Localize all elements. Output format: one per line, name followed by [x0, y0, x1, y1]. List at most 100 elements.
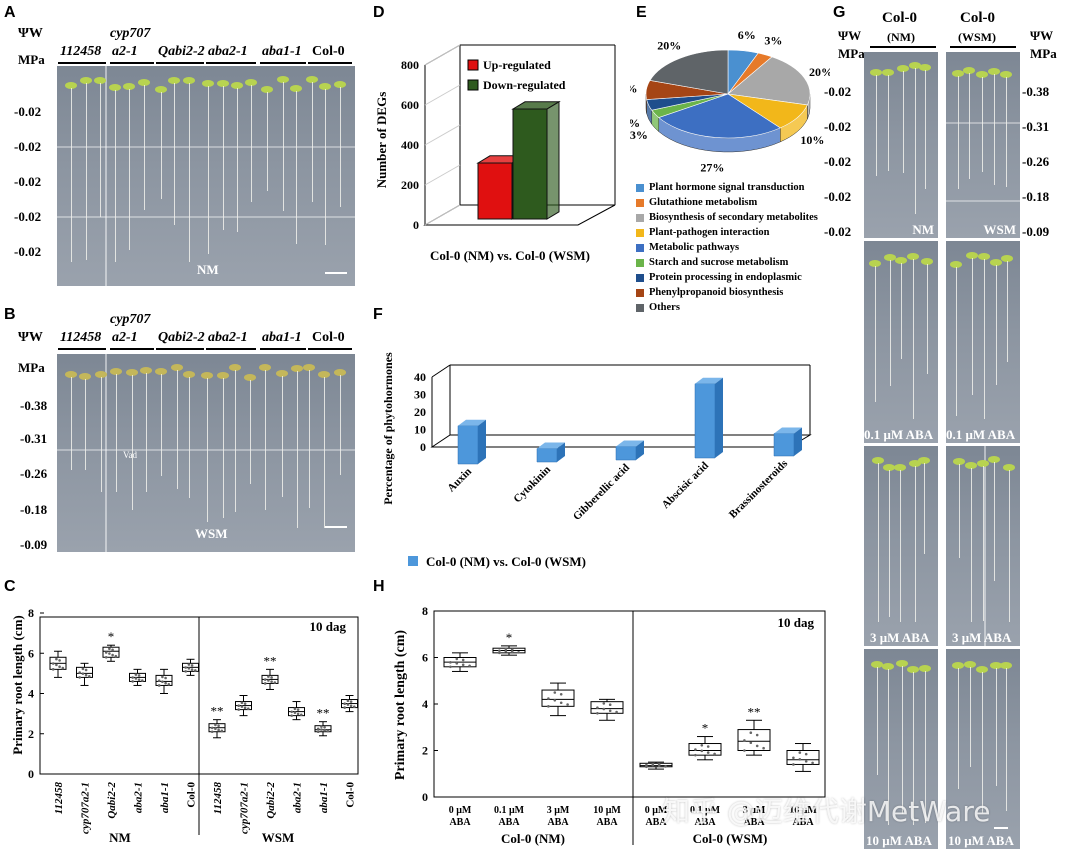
seedling-photo-nm: NM: [57, 66, 355, 286]
y-tick-label: 0: [413, 218, 419, 232]
x-tick-label: ABA: [645, 817, 667, 828]
panel-h-label: H: [373, 578, 385, 595]
seedling-photo-g: WSM: [946, 52, 1020, 238]
data-point: [320, 728, 323, 731]
mpa-value: -0.26: [20, 466, 48, 481]
data-point: [190, 668, 194, 671]
g-row-label: 3 μM ABA: [952, 630, 1012, 645]
x-tick-label: Col-0: [186, 782, 198, 808]
data-point: [137, 674, 141, 677]
x-tick-label: 0.1 μM: [494, 805, 525, 816]
pie-label: 3%: [630, 128, 648, 142]
data-point: [137, 678, 141, 681]
data-point: [190, 664, 194, 667]
x-tick-label: 10 μM: [789, 805, 817, 816]
mpa-label: MPa: [18, 52, 45, 67]
x-tick-label: ABA: [596, 817, 618, 828]
sig-mark: *: [702, 721, 709, 736]
data-point: [657, 764, 661, 768]
box: [314, 725, 332, 733]
bar: [477, 162, 513, 220]
seedling-photo-g: 0.1 μM ABA: [946, 241, 1020, 443]
x-tick-label: aba2-1: [292, 782, 304, 813]
y-tick-label: 40: [414, 370, 426, 384]
y-tick-label: 800: [401, 58, 419, 72]
y-tick-label: 0: [422, 790, 428, 804]
panel-d-bar3d: Number of DEGs 0 200 400 600 800 Up-regulate…: [374, 44, 616, 263]
data-point: [111, 648, 114, 652]
data-point: [88, 674, 91, 678]
genotype-label: Col-0: [312, 44, 345, 59]
panel-c-label: C: [4, 578, 16, 595]
bar-side: [557, 442, 565, 462]
mpa-value: -0.38: [20, 398, 48, 413]
bar: [512, 108, 548, 220]
data-point: [134, 677, 138, 680]
legend-item: Metabolic pathways: [636, 242, 739, 253]
data-point: [510, 650, 514, 654]
grid-line: [424, 44, 461, 66]
data-point: [498, 651, 501, 655]
data-point: [449, 661, 452, 664]
panel-e-pie: 6%3%20%10%27%3%4%7%20%: [630, 28, 830, 172]
mpa-value: -0.09: [1022, 224, 1050, 239]
y-tick-label: 8: [422, 604, 428, 618]
grid-line: [424, 124, 461, 146]
box: [737, 729, 771, 751]
data-point: [461, 658, 465, 662]
genotype-label: 112458: [60, 44, 102, 59]
h-annotation: 10 dag: [778, 615, 815, 630]
g-row-label: NM: [912, 222, 934, 237]
data-point: [161, 675, 164, 679]
c-annotation: 10 dag: [310, 619, 347, 634]
legend-label: Metabolic pathways: [649, 242, 740, 253]
data-point: [743, 739, 746, 742]
x-tick-label: 10 μM: [593, 805, 621, 816]
mpa-value: -0.26: [1022, 154, 1050, 169]
x-tick-label: aba2-1: [133, 782, 145, 813]
sig-mark: *: [506, 630, 513, 645]
data-point: [316, 730, 320, 734]
data-point: [81, 672, 85, 675]
data-point: [346, 699, 350, 703]
y-tick-label: 2: [28, 727, 34, 741]
mpa-value: -0.31: [1022, 119, 1050, 134]
y-tick-label: 4: [422, 697, 428, 711]
seedling-photo-g: 10 μM ABA: [946, 649, 1020, 849]
y-tick-label: 0: [28, 767, 34, 781]
genotype-label: 112458: [60, 330, 102, 345]
box: [639, 762, 673, 768]
pie-label: 27%: [700, 160, 724, 172]
x-tick-label: 3 μM: [547, 805, 570, 816]
legend-swatch: [467, 79, 479, 91]
legend-swatch: [636, 303, 644, 312]
data-point: [353, 705, 356, 709]
box: [102, 646, 120, 658]
data-point: [608, 709, 612, 713]
sig-mark: **: [264, 653, 277, 668]
d-xlabel: Col-0 (NM) vs. Col-0 (WSM): [430, 248, 590, 263]
h-group-label: Col-0 (NM): [501, 831, 565, 846]
data-point: [194, 669, 197, 672]
data-point: [210, 730, 214, 734]
bar: [773, 433, 795, 457]
y-tick-label: 6: [422, 651, 428, 665]
sig-mark: *: [108, 629, 115, 644]
data-point: [762, 746, 765, 750]
data-point: [602, 707, 606, 711]
legend-item: Plant-pathogen interaction: [636, 227, 769, 238]
legend-swatch: [636, 243, 644, 252]
bar-top: [458, 419, 486, 426]
legend-label: Starch and sucrose metabolism: [649, 257, 789, 268]
y-tick-label: 0: [420, 440, 426, 454]
watermark: 知乎 @迈维代谢MetWare: [662, 795, 991, 828]
bar-side: [715, 377, 723, 458]
y-tick-label: 400: [401, 138, 419, 152]
d-ylabel: Number of DEGs: [374, 92, 389, 189]
h-ylabel: Primary root length (cm): [393, 630, 408, 781]
data-point: [326, 729, 330, 733]
data-point: [343, 706, 347, 709]
data-point: [316, 727, 320, 731]
bar-side: [794, 427, 802, 456]
